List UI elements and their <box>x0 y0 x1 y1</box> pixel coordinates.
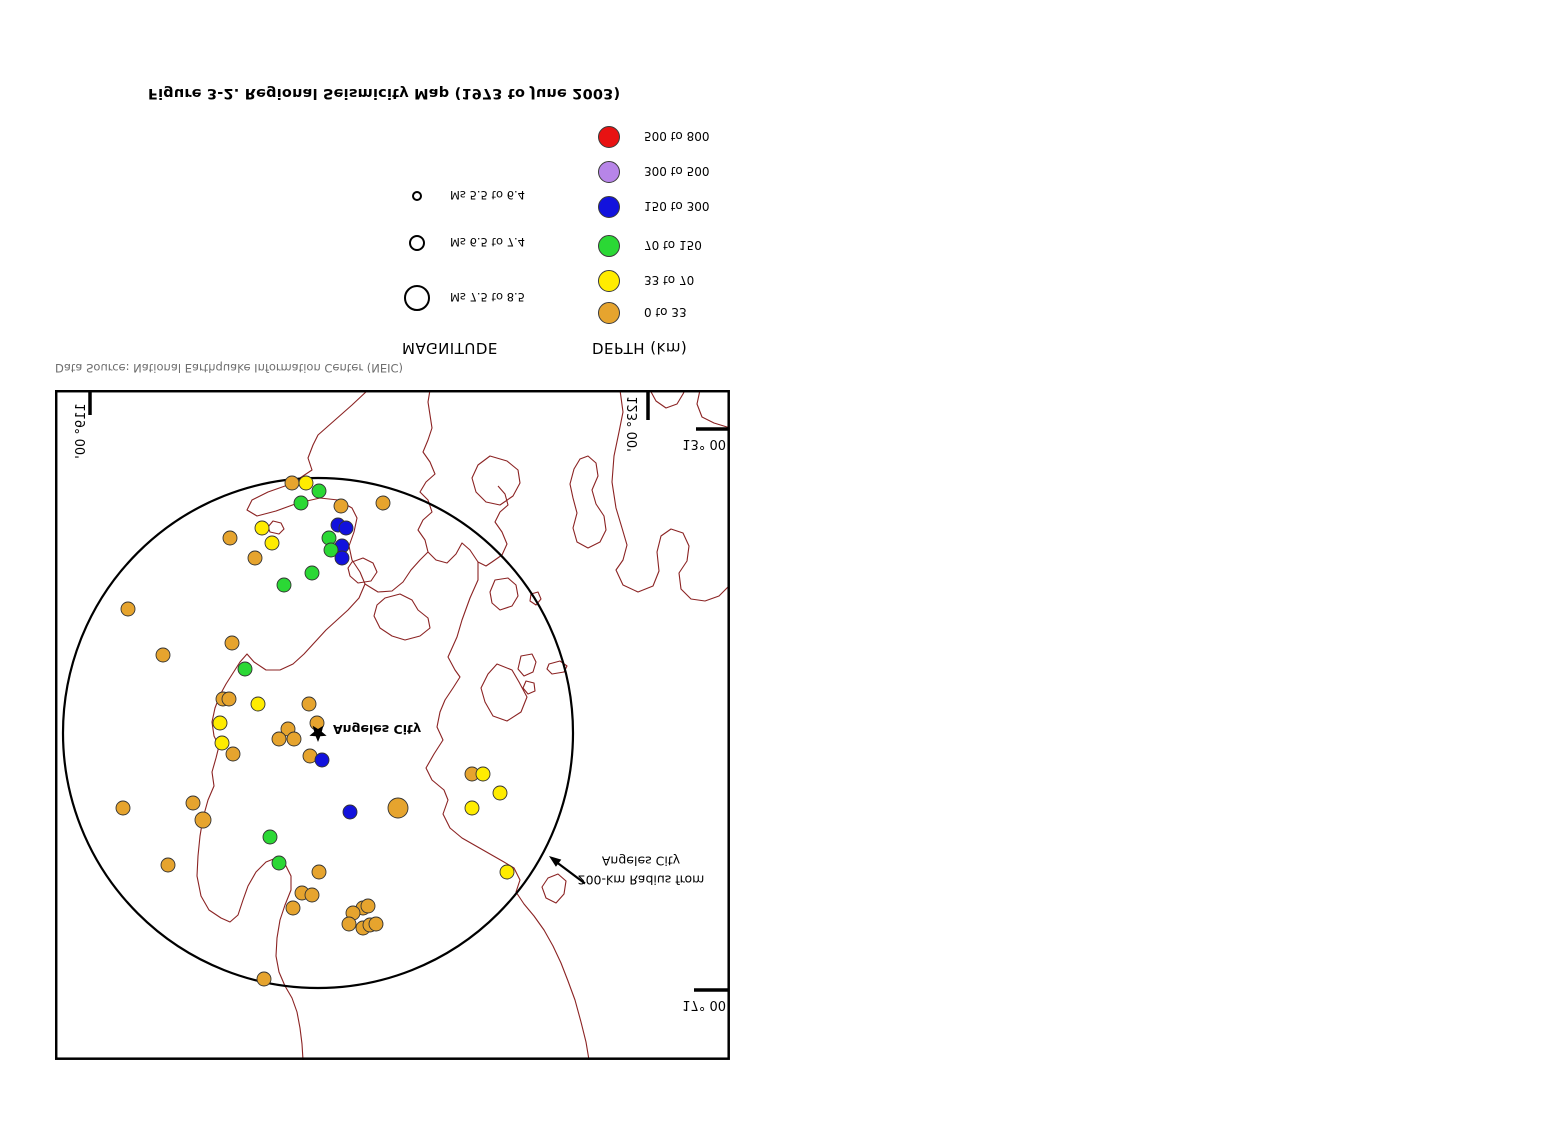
depth-swatch <box>598 302 620 324</box>
depth-legend-item: 300 to 500 <box>596 161 756 183</box>
earthquake-dot <box>293 495 309 511</box>
depth-swatch <box>598 126 620 148</box>
earthquake-dot <box>492 785 508 801</box>
earthquake-dot <box>499 864 515 880</box>
depth-legend-item: 33 to 70 <box>596 270 756 292</box>
tick-label-119: 119° 00' <box>74 403 89 459</box>
magnitude-range-label: Ms 6.5 to 7.4 <box>450 235 526 249</box>
earthquake-dot <box>368 916 384 932</box>
magnitude-range-label: Ms 5.5 to 6.4 <box>450 188 526 202</box>
earthquake-dot <box>475 766 491 782</box>
magnitude-range-label: Ms 7.5 to 8.5 <box>450 290 526 304</box>
earthquake-dot <box>160 857 176 873</box>
earthquake-dot <box>222 530 238 546</box>
radius-annotation-line1: 200-km Radius from <box>577 872 705 888</box>
earthquake-dot <box>387 797 409 819</box>
radius-circle <box>61 476 575 990</box>
earthquake-dot <box>115 800 131 816</box>
earthquake-dot <box>342 804 358 820</box>
magnitude-legend-title: MAGNITUDE <box>402 339 498 357</box>
earthquake-dot <box>194 811 212 829</box>
earthquake-dot <box>262 829 278 845</box>
earthquake-dot <box>225 746 241 762</box>
depth-range-label: 0 to 33 <box>644 305 687 319</box>
earthquake-dot <box>298 475 314 491</box>
radius-annotation: 200-km Radius from Angeles City <box>568 851 714 889</box>
depth-swatch <box>598 270 620 292</box>
tick-label-17: 17° 00 <box>682 997 726 1012</box>
earthquake-dot <box>360 898 376 914</box>
earthquake-dot <box>120 601 136 617</box>
magnitude-circle <box>404 285 430 311</box>
earthquake-dot <box>256 971 272 987</box>
magnitude-legend-item: Ms 6.5 to 7.4 <box>400 230 560 256</box>
earthquake-dot <box>221 691 237 707</box>
depth-swatch <box>598 161 620 183</box>
earthquake-dot <box>271 731 287 747</box>
radius-arrow <box>549 856 586 885</box>
depth-range-label: 70 to 150 <box>644 238 702 252</box>
graticule-ticks <box>88 391 729 992</box>
seismicity-map <box>55 390 730 1060</box>
earthquake-dot <box>224 635 240 651</box>
depth-swatch <box>598 196 620 218</box>
tick-label-123: 123° 00' <box>626 396 641 452</box>
earthquake-dot <box>247 550 263 566</box>
earthquake-dot <box>250 696 266 712</box>
angeles-city-star <box>309 725 327 742</box>
earthquake-dot <box>464 800 480 816</box>
angeles-city-label: Angeles City <box>333 722 422 737</box>
earthquake-dot <box>304 887 320 903</box>
depth-range-label: 300 to 500 <box>644 164 710 178</box>
tick-label-13: 13° 00 <box>682 436 726 451</box>
magnitude-circle <box>412 191 422 201</box>
earthquake-dot <box>334 550 350 566</box>
earthquake-dot <box>301 696 317 712</box>
depth-legend-item: 70 to 150 <box>596 235 756 257</box>
map-border <box>55 390 730 1060</box>
earthquake-dot <box>185 795 201 811</box>
depth-range-label: 500 to 800 <box>644 129 710 143</box>
earthquake-dot <box>375 495 391 511</box>
earthquake-dot <box>271 855 287 871</box>
earthquake-dot <box>341 916 357 932</box>
magnitude-legend-item: Ms 7.5 to 8.5 <box>400 285 560 311</box>
data-source: Data Source: National Earthquake Informa… <box>55 361 404 375</box>
earthquake-dot <box>214 735 230 751</box>
earthquake-dot <box>212 715 228 731</box>
radius-annotation-line2: Angeles City <box>601 853 681 869</box>
figure-title: Figure 3-2. Regional Seismicity Map (197… <box>148 85 621 101</box>
earthquake-dot <box>264 535 280 551</box>
earthquake-dot <box>304 565 320 581</box>
depth-legend-title: DEPTH (km) <box>592 339 688 357</box>
earthquake-dot <box>285 900 301 916</box>
earthquake-dot <box>286 731 302 747</box>
depth-range-label: 33 to 70 <box>644 273 695 287</box>
earthquake-dot <box>311 483 327 499</box>
earthquake-dot <box>254 520 270 536</box>
depth-range-label: 150 to 300 <box>644 199 710 213</box>
depth-legend-item: 0 to 33 <box>596 302 756 324</box>
earthquake-dot <box>338 520 354 536</box>
magnitude-circle <box>409 235 425 251</box>
depth-legend-item: 500 to 800 <box>596 126 756 148</box>
earthquake-dot <box>314 752 330 768</box>
coastline-paths <box>196 390 730 1060</box>
earthquake-dot <box>237 661 253 677</box>
earthquake-dots <box>115 475 515 987</box>
earthquake-dot <box>276 577 292 593</box>
depth-swatch <box>598 235 620 257</box>
earthquake-dot <box>323 542 339 558</box>
depth-legend-item: 150 to 300 <box>596 196 756 218</box>
earthquake-dot <box>155 647 171 663</box>
earthquake-dot <box>311 864 327 880</box>
earthquake-dot <box>333 498 349 514</box>
earthquake-dot <box>284 475 300 491</box>
magnitude-legend-item: Ms 5.5 to 6.4 <box>400 183 560 209</box>
